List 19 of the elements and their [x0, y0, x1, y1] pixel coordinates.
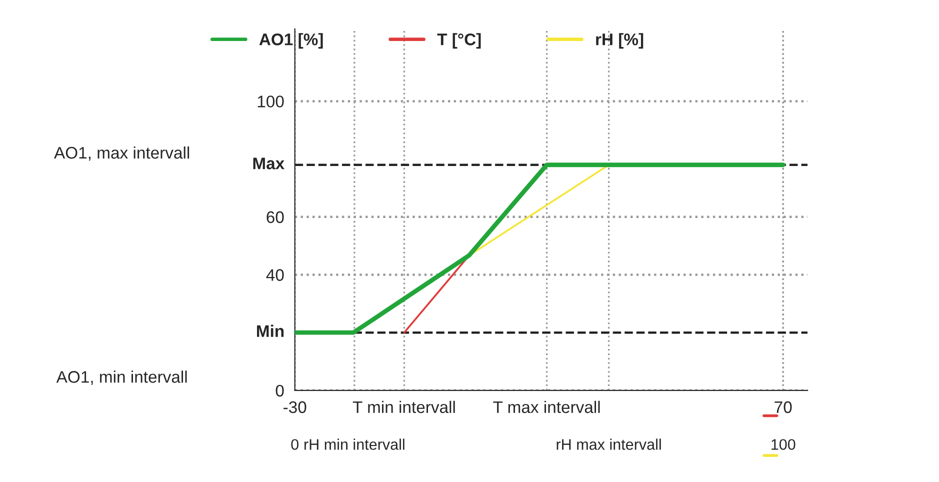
ref-line-label: Min [257, 324, 284, 337]
x2-tick-label: 0 [291, 439, 298, 450]
legend-label: AO1 [%] [259, 33, 323, 49]
x2-tick-label: rH min intervall [304, 438, 404, 450]
text: AO1, max intervall [54, 146, 190, 161]
x-tick-label: T min intervall [352, 400, 455, 414]
ref-line-label: Max [253, 158, 284, 170]
x2-tick-label: 100 [772, 439, 796, 450]
x2-tick-label: rH max intervall [556, 438, 661, 450]
y-tick-label: 40 [266, 269, 284, 281]
x-tick-label: T max intervall [493, 400, 600, 414]
legend-label: rH [%] [596, 33, 644, 49]
text: AO1, min intervall [56, 370, 187, 385]
legend-label: T [°C] [437, 33, 481, 49]
x-tick-label: 70 [774, 401, 792, 414]
x-tick-label: -30 [284, 401, 306, 414]
y-tick-label: 100 [258, 96, 284, 108]
y-tick-label: 60 [266, 211, 284, 224]
y-tick-label: 0 [276, 384, 284, 397]
